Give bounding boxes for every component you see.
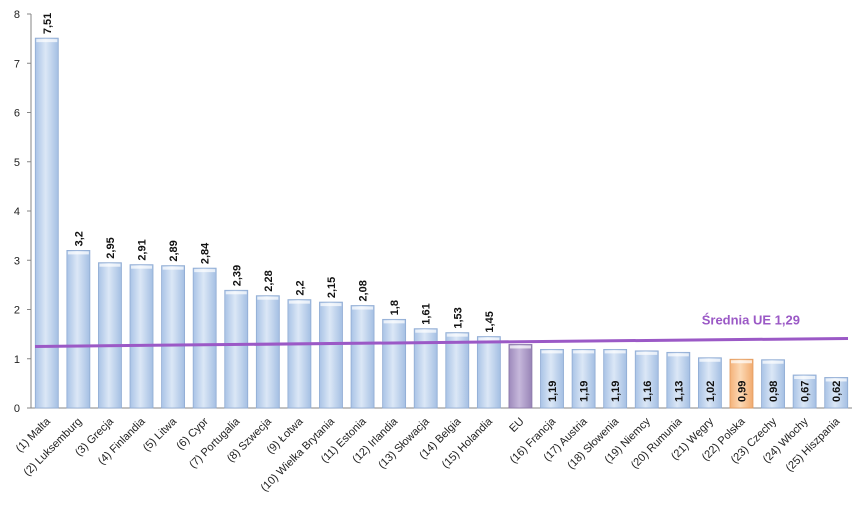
bar	[413, 328, 438, 409]
bar-highlight	[257, 296, 279, 300]
bar	[761, 359, 785, 409]
bar-highlight	[699, 358, 721, 362]
value-label: 0,67	[800, 381, 812, 402]
bar-highlight	[730, 360, 752, 364]
bar	[634, 350, 659, 409]
y-tick-label: 0	[14, 403, 20, 415]
bar-highlight	[478, 337, 500, 341]
bar-highlight	[320, 303, 342, 307]
value-label: 1,16	[642, 381, 654, 402]
value-label: 1,19	[547, 381, 559, 402]
bar	[445, 332, 470, 409]
bar-highlight	[225, 291, 247, 295]
bar-highlight	[383, 320, 405, 324]
value-label: 1,19	[610, 381, 622, 402]
value-label: 2,91	[137, 239, 149, 260]
bar	[571, 348, 596, 409]
y-tick-label: 5	[14, 157, 20, 169]
bar	[698, 357, 722, 409]
value-label: 1,53	[452, 307, 464, 328]
value-label: 2,15	[326, 277, 338, 298]
bar	[540, 348, 564, 409]
bar-highlight	[131, 265, 153, 269]
bar-highlight	[194, 269, 216, 273]
bar	[192, 267, 217, 409]
bar-highlight	[573, 350, 595, 354]
bar-highlight	[636, 351, 658, 355]
bar	[508, 344, 533, 409]
value-label: 0,98	[768, 381, 780, 402]
value-label: 2,95	[105, 237, 117, 258]
bar	[350, 305, 375, 409]
category-label: (25) Hiszpania	[784, 415, 843, 474]
y-tick-label: 6	[14, 108, 20, 120]
value-label: 1,19	[579, 381, 591, 402]
value-label: 1,02	[705, 381, 717, 402]
category-label: (5) Litwa	[141, 415, 180, 454]
bar-highlight	[99, 263, 121, 267]
bar-highlight	[446, 333, 468, 337]
bar	[319, 301, 343, 409]
category-label: EU	[507, 416, 526, 435]
value-label: 2,08	[358, 280, 370, 301]
y-tick-label: 3	[14, 255, 20, 267]
bar-highlight	[509, 345, 531, 349]
value-label: 2,28	[263, 270, 275, 291]
eu-average-label: Średnia UE 1,29	[702, 312, 800, 327]
bar-highlight	[67, 251, 89, 255]
bar	[792, 374, 817, 409]
bar-highlight	[604, 350, 626, 354]
bar	[824, 377, 849, 409]
bar-highlight	[762, 360, 784, 364]
bar	[666, 351, 691, 409]
y-tick-label: 8	[14, 9, 20, 21]
value-label: 2,2	[294, 280, 306, 295]
y-tick-label: 2	[14, 305, 20, 317]
bar	[66, 249, 91, 409]
y-tick-label: 7	[14, 58, 20, 70]
bar-highlight	[288, 300, 310, 304]
bar	[129, 264, 154, 409]
bar	[603, 348, 628, 409]
bar	[224, 289, 249, 409]
value-label: 7,51	[42, 13, 54, 34]
value-label: 2,89	[168, 240, 180, 261]
bar	[255, 295, 280, 409]
bar-highlight	[162, 266, 184, 270]
bar	[476, 336, 501, 409]
y-tick-label: 4	[14, 206, 20, 218]
value-label: 1,13	[673, 381, 685, 402]
value-label: 2,39	[231, 265, 243, 286]
bar-highlight	[352, 306, 374, 310]
value-label: 2,84	[200, 242, 212, 264]
bar-highlight	[415, 329, 437, 333]
value-label: 0,99	[736, 381, 748, 402]
value-label: 0,62	[831, 381, 843, 402]
bar	[287, 299, 312, 409]
bar	[161, 265, 185, 409]
bar-highlight	[667, 353, 689, 357]
bar	[729, 358, 754, 409]
bar-highlight	[794, 376, 816, 380]
value-label: 1,45	[484, 311, 496, 332]
value-label: 1,61	[421, 303, 433, 324]
eu-average-line	[34, 336, 849, 348]
y-tick-label: 1	[14, 354, 20, 366]
bar-highlight	[825, 378, 847, 382]
bar-highlight	[541, 350, 563, 354]
bar	[34, 37, 59, 409]
bar	[382, 318, 407, 409]
bar-highlight	[36, 39, 58, 43]
bar	[98, 262, 122, 409]
value-label: 1,8	[389, 300, 401, 315]
value-label: 3,2	[73, 231, 85, 246]
